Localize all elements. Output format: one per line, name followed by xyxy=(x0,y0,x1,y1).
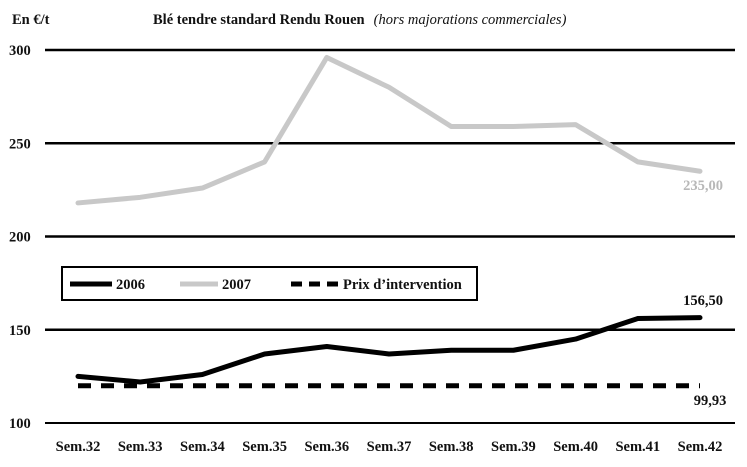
legend-label: Prix d’intervention xyxy=(343,277,462,293)
x-tick-label: Sem.32 xyxy=(56,439,101,455)
y-tick-label: 150 xyxy=(9,323,31,339)
series-line-2007 xyxy=(75,54,703,206)
y-tick-label: 200 xyxy=(9,230,31,246)
chart-title: Blé tendre standard Rendu Rouen xyxy=(153,12,365,28)
legend: 2006 2007 Prix d’intervention xyxy=(61,266,478,301)
data-label-intervention-end: 99,93 xyxy=(694,393,727,409)
x-tick-label: Sem.37 xyxy=(367,439,412,455)
legend-label: 2007 xyxy=(222,277,251,293)
x-tick-label: Sem.40 xyxy=(553,439,598,455)
x-axis-ticks: Sem.32 Sem.33 Sem.34 Sem.35 Sem.36 Sem.37 Sem.… xyxy=(56,439,723,455)
y-tick-label: 100 xyxy=(9,416,31,432)
x-tick-label: Sem.35 xyxy=(242,439,287,455)
data-labels: 235,00 156,50 99,93 xyxy=(683,178,726,409)
chart-subtitle: (hors majorations commerciales) xyxy=(374,12,567,28)
unit-label: En €/t xyxy=(12,12,50,28)
legend-box xyxy=(61,266,478,301)
series-line-2006 xyxy=(75,315,703,385)
x-tick-label: Sem.33 xyxy=(118,439,163,455)
x-tick-label: Sem.34 xyxy=(180,439,225,455)
gridlines xyxy=(45,48,735,424)
data-label-2006-end: 156,50 xyxy=(683,293,723,309)
y-tick-label: 300 xyxy=(9,43,31,59)
x-tick-label: Sem.42 xyxy=(678,439,723,455)
series-lines xyxy=(75,54,703,389)
x-tick-label: Sem.41 xyxy=(615,439,660,455)
y-axis-ticks: 300 250 200 150 100 xyxy=(9,43,31,432)
x-tick-label: Sem.36 xyxy=(304,439,349,455)
chart-title-group: Blé tendre standard Rendu Rouen (hors ma… xyxy=(153,11,567,28)
legend-label: 2006 xyxy=(116,277,145,293)
x-tick-label: Sem.39 xyxy=(491,439,536,455)
data-label-2007-end: 235,00 xyxy=(683,178,723,194)
y-tick-label: 250 xyxy=(9,136,31,152)
x-tick-label: Sem.38 xyxy=(429,439,474,455)
